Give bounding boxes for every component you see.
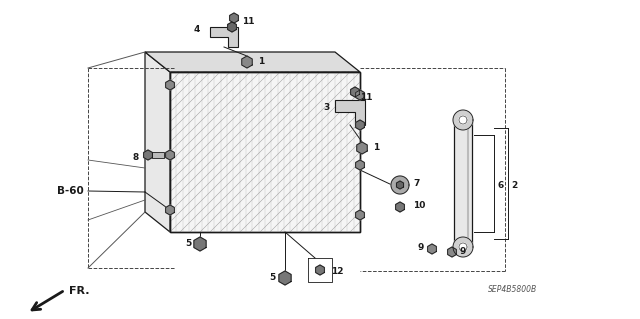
Polygon shape — [459, 116, 467, 124]
Polygon shape — [356, 160, 364, 170]
Polygon shape — [453, 237, 473, 257]
Polygon shape — [166, 150, 174, 160]
Text: 5: 5 — [185, 240, 191, 249]
Polygon shape — [316, 265, 324, 275]
Bar — [152, 152, 164, 158]
Polygon shape — [194, 237, 206, 251]
Text: 1: 1 — [373, 143, 380, 152]
Polygon shape — [166, 80, 174, 90]
Text: 4: 4 — [194, 26, 200, 34]
Text: 6: 6 — [497, 181, 503, 189]
Text: 11: 11 — [360, 93, 372, 101]
Text: 2: 2 — [511, 181, 517, 189]
Polygon shape — [166, 205, 174, 215]
Polygon shape — [210, 27, 238, 47]
Text: 3: 3 — [324, 103, 330, 113]
Polygon shape — [230, 13, 238, 23]
Polygon shape — [397, 181, 403, 189]
Text: 1: 1 — [258, 56, 264, 65]
Polygon shape — [145, 52, 360, 72]
Text: FR.: FR. — [69, 286, 90, 296]
Text: 5: 5 — [269, 273, 276, 283]
Polygon shape — [356, 120, 364, 130]
Polygon shape — [242, 56, 252, 68]
Polygon shape — [357, 142, 367, 154]
Text: 8: 8 — [132, 152, 139, 161]
Bar — [454, 120, 472, 247]
Text: 12: 12 — [331, 266, 344, 276]
Polygon shape — [447, 247, 456, 257]
Text: 10: 10 — [413, 202, 426, 211]
Polygon shape — [351, 87, 359, 97]
Polygon shape — [396, 202, 404, 212]
Polygon shape — [356, 210, 364, 220]
Polygon shape — [428, 244, 436, 254]
Polygon shape — [170, 72, 360, 232]
Polygon shape — [143, 150, 152, 160]
Text: 9: 9 — [418, 242, 424, 251]
Text: 9: 9 — [460, 248, 467, 256]
Polygon shape — [356, 90, 364, 100]
Polygon shape — [391, 176, 409, 194]
Polygon shape — [335, 100, 365, 125]
Text: 11: 11 — [242, 18, 255, 26]
Polygon shape — [453, 110, 473, 130]
Polygon shape — [459, 243, 467, 251]
Text: SEP4B5800B: SEP4B5800B — [488, 285, 537, 293]
Text: B-60: B-60 — [56, 186, 83, 196]
Polygon shape — [228, 22, 236, 32]
Polygon shape — [279, 271, 291, 285]
Polygon shape — [145, 52, 170, 232]
Text: 7: 7 — [413, 180, 419, 189]
